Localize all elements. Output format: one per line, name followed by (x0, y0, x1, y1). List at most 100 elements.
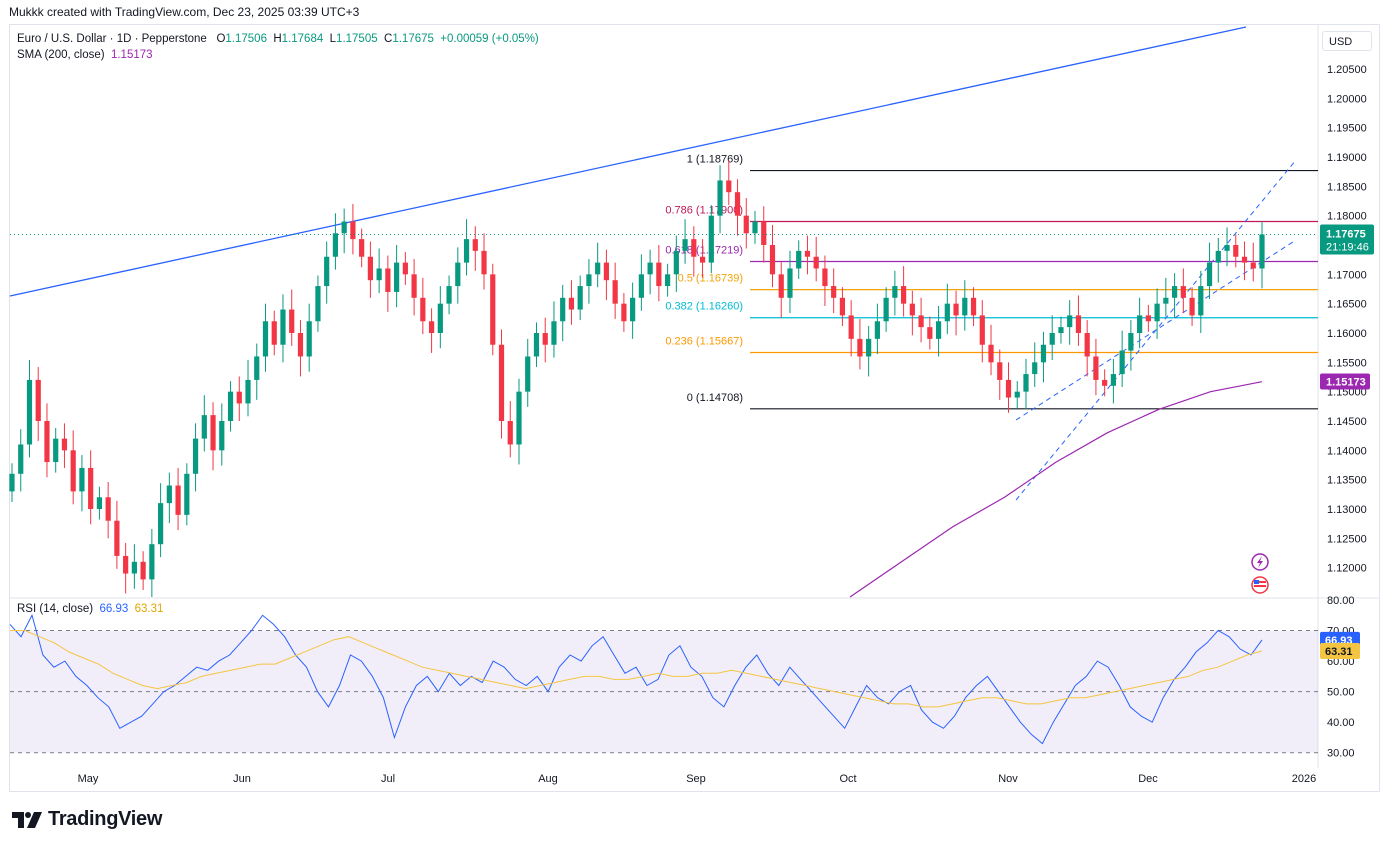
candle-body[interactable] (428, 321, 435, 333)
candle-body[interactable] (586, 274, 592, 287)
candle-body[interactable] (883, 297, 889, 322)
candle-body[interactable] (1215, 250, 1221, 263)
candle-body[interactable] (1075, 315, 1082, 333)
candle-body[interactable] (673, 250, 679, 275)
candle-body[interactable] (612, 280, 618, 304)
candle-body[interactable] (787, 268, 793, 298)
candle-body[interactable] (551, 321, 557, 345)
candle-body[interactable] (446, 286, 452, 304)
candle-body[interactable] (350, 221, 356, 240)
candle-body[interactable] (962, 297, 968, 316)
candle-body[interactable] (306, 321, 312, 357)
candle-body[interactable] (1250, 262, 1256, 269)
candle-body[interactable] (437, 303, 443, 333)
candle-body[interactable] (656, 262, 662, 287)
candle-body[interactable] (227, 391, 234, 421)
candle-body[interactable] (752, 221, 758, 234)
candle-body[interactable] (997, 362, 1003, 380)
trendline[interactable] (9, 26, 1247, 297)
rsi-line[interactable] (9, 613, 1263, 745)
candle-body[interactable] (682, 239, 688, 251)
candle-body[interactable] (26, 379, 33, 445)
candle-body[interactable] (184, 473, 190, 515)
candle-body[interactable] (918, 315, 924, 328)
candle-body[interactable] (560, 297, 566, 322)
tradingview-logo[interactable]: TradingView (12, 808, 162, 831)
candle-body[interactable] (149, 544, 155, 580)
candle-body[interactable] (114, 520, 120, 556)
candle-body[interactable] (61, 438, 68, 451)
candle-body[interactable] (210, 415, 216, 451)
candle-body[interactable] (158, 503, 164, 545)
candle-body[interactable] (638, 274, 644, 298)
rsi-label[interactable]: RSI (14, close) (17, 603, 94, 615)
candle-body[interactable] (944, 303, 950, 322)
candle-body[interactable] (1259, 234, 1265, 269)
candle-body[interactable] (394, 262, 400, 292)
candle-body[interactable] (175, 485, 181, 515)
candle-body[interactable] (1224, 245, 1230, 251)
candle-body[interactable] (53, 438, 59, 463)
candle-body[interactable] (123, 555, 129, 574)
candle-body[interactable] (1093, 356, 1099, 380)
candle-body[interactable] (455, 262, 461, 287)
candle-body[interactable] (699, 256, 706, 263)
candle-body[interactable] (857, 338, 863, 357)
candle-body[interactable] (708, 215, 714, 263)
candle-body[interactable] (1171, 286, 1178, 298)
candle-body[interactable] (420, 297, 426, 322)
candle-body[interactable] (1154, 303, 1160, 322)
candle-body[interactable] (621, 303, 627, 322)
candle-body[interactable] (734, 192, 741, 216)
candle-body[interactable] (88, 467, 94, 509)
candle-body[interactable] (874, 321, 880, 339)
candle-body[interactable] (988, 344, 994, 363)
candle-body[interactable] (970, 297, 977, 316)
candle-body[interactable] (1137, 315, 1143, 333)
candle-body[interactable] (909, 303, 915, 316)
rsi-ma-line[interactable] (10, 630, 1263, 708)
candle-body[interactable] (1206, 262, 1213, 287)
candle-body[interactable] (332, 233, 339, 257)
candle-body[interactable] (79, 467, 85, 492)
candle-body[interactable] (1163, 297, 1169, 304)
candle-body[interactable] (577, 286, 583, 310)
candle-body[interactable] (664, 274, 671, 287)
candle-body[interactable] (796, 250, 802, 269)
candle-body[interactable] (804, 250, 811, 257)
candle-body[interactable] (245, 379, 251, 404)
candle-body[interactable] (525, 356, 531, 392)
candle-body[interactable] (822, 268, 828, 287)
candle-body[interactable] (1005, 379, 1012, 398)
candle-body[interactable] (1145, 315, 1151, 322)
candle-body[interactable] (1014, 391, 1020, 398)
candle-body[interactable] (568, 297, 575, 310)
candle-body[interactable] (262, 321, 269, 357)
candle-body[interactable] (324, 256, 330, 287)
candle-body[interactable] (201, 415, 207, 439)
candle-body[interactable] (630, 297, 636, 322)
candle-body[interactable] (219, 421, 225, 451)
candle-body[interactable] (1241, 256, 1248, 263)
candle-body[interactable] (236, 391, 242, 404)
candle-body[interactable] (1040, 344, 1047, 363)
sma-label[interactable]: SMA (200, close) (17, 49, 105, 61)
candle-body[interactable] (367, 256, 373, 281)
candle-body[interactable] (726, 180, 732, 193)
candle-body[interactable] (1058, 327, 1064, 333)
candle-body[interactable] (1180, 286, 1186, 298)
candle-body[interactable] (1067, 315, 1073, 328)
candle-body[interactable] (595, 262, 601, 275)
candle-body[interactable] (289, 309, 295, 333)
candle-body[interactable] (743, 215, 749, 234)
sma-200-line[interactable] (849, 381, 1263, 598)
candle-body[interactable] (385, 268, 391, 292)
candle-body[interactable] (1023, 374, 1029, 392)
candle-body[interactable] (490, 274, 496, 345)
candle-body[interactable] (44, 421, 50, 463)
candle-body[interactable] (761, 221, 767, 245)
candle-body[interactable] (341, 221, 347, 234)
candle-body[interactable] (866, 338, 872, 357)
candle-body[interactable] (717, 180, 723, 216)
